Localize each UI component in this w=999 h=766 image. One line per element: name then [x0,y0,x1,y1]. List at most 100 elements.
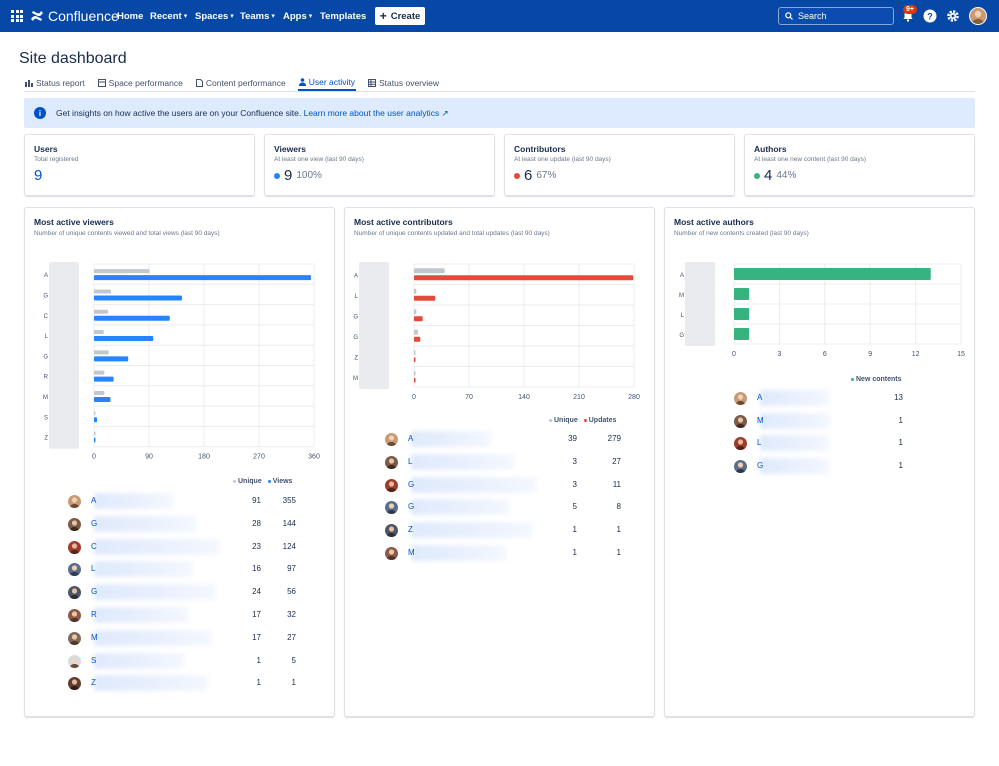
user-row[interactable]: G 24 56 [68,584,308,601]
confluence-logo[interactable]: Confluence [30,8,119,24]
profile-avatar[interactable] [969,7,987,25]
bar-chart: 0 3 6 9 12 15 A M L G [679,262,965,358]
y-tick-label: M [353,376,358,382]
user-row[interactable]: L 16 97 [68,561,308,578]
user-avatar [68,586,81,600]
x-tick-label: 0 [732,351,736,358]
count-secondary: 144 [282,518,296,528]
user-name-initial[interactable]: C [91,541,97,551]
user-row[interactable]: G 5 8 [385,499,625,516]
count-primary: 1 [898,415,903,425]
y-tick-label: Z [354,355,358,361]
tab-label: Space performance [108,77,183,88]
create-button[interactable]: + Create [375,7,425,25]
user-name-initial[interactable]: G [757,460,764,470]
user-name-initial[interactable]: M [757,415,764,425]
bar-views [94,275,311,281]
legend-dot [267,480,271,483]
y-tick-label: L [45,334,49,340]
user-name-initial[interactable]: S [91,655,97,665]
legend-label: Updates [588,417,617,424]
user-name-initial[interactable]: G [408,479,415,489]
gear-icon[interactable] [946,9,960,23]
user-name-initial[interactable]: G [91,518,98,528]
user-name-initial[interactable]: A [408,434,414,443]
user-name-initial[interactable]: G [91,587,98,597]
user-name-initial[interactable]: L [757,438,762,448]
user-row[interactable]: M 17 27 [68,629,308,646]
nav-recent[interactable]: Recent ▾ [150,0,187,32]
user-row[interactable]: G 3 11 [385,476,625,493]
user-row[interactable]: L 3 27 [385,453,625,470]
stat-card-viewers: Viewers At least one view (last 90 days)… [264,134,495,196]
most-active-viewers-panel: Most active viewers Number of unique con… [24,207,335,717]
x-tick-label: 180 [198,454,210,461]
nav-apps[interactable]: Apps ▾ [283,0,312,32]
bar-views [94,315,170,321]
user-name-initial[interactable]: R [91,610,97,619]
user-name-initial[interactable]: L [91,564,96,574]
user-row[interactable]: Z 1 1 [68,675,308,692]
bar-views [94,295,182,301]
y-tick-label: G [43,354,48,360]
user-row[interactable]: A 13 [734,390,974,406]
x-tick-label: 12 [912,351,920,358]
user-avatar [68,609,81,622]
nav-templates[interactable]: Templates [320,0,366,32]
user-avatar [734,414,747,428]
user-name-initial[interactable]: A [757,393,763,402]
redacted-user-name [94,538,220,555]
help-icon[interactable]: ? [923,9,937,23]
user-name-initial[interactable]: G [408,502,415,512]
legend-item: Unique [549,417,578,424]
app-switcher-icon[interactable] [11,10,23,22]
y-tick-label: C [44,314,49,320]
nav-spaces[interactable]: Spaces ▾ [195,0,234,32]
user-row[interactable]: A 91 355 [68,493,308,509]
stat-title: Authors [754,144,787,154]
user-name-initial[interactable]: A [91,496,97,505]
user-row[interactable]: G 28 144 [68,515,308,532]
count-primary: 3 [572,456,577,466]
redacted-user-name [760,412,830,429]
create-label: Create [390,10,421,22]
user-row[interactable]: S 1 5 [68,652,308,669]
bar-chart: 0 90 180 270 360 A G C L G R M S Z [43,262,320,461]
search-input[interactable]: Search [778,7,894,25]
nav-home[interactable]: Home [117,0,143,32]
count-primary: 13 [894,393,903,402]
user-row[interactable]: M 1 1 [385,545,625,561]
x-tick-label: 210 [573,394,585,401]
stat-card-contributors: Contributors At least one update (last 9… [504,134,735,196]
tab-status-overview[interactable]: Status overview [367,74,440,91]
tab-label: User activity [308,76,356,87]
learn-more-link[interactable]: Learn more about the user analytics ↗ [303,107,449,118]
user-name-initial[interactable]: M [91,632,98,642]
tab-status-report[interactable]: Status report [24,74,86,91]
chart-legend: Unique Updates [549,417,616,424]
tab-content-performance[interactable]: Content performance [195,74,287,91]
x-tick-label: 280 [628,394,640,401]
user-row[interactable]: C 23 124 [68,538,308,555]
tab-user-activity[interactable]: User activity [297,74,357,91]
user-name-initial[interactable]: M [408,548,415,557]
stat-percent: 100% [296,170,322,181]
nav-teams[interactable]: Teams ▾ [240,0,275,32]
user-row[interactable]: A 39 279 [385,431,625,447]
legend-label: New contents [856,376,902,383]
tab-space-performance[interactable]: Space performance [97,74,184,91]
user-row[interactable]: R 17 32 [68,607,308,623]
user-name-initial[interactable]: Z [91,678,96,688]
count-primary: 1 [572,548,577,557]
user-row[interactable]: Z 1 1 [385,522,625,539]
stat-value: 6 [524,167,533,184]
user-name-initial[interactable]: L [408,456,413,466]
bar-views [94,356,129,362]
user-name-initial[interactable]: Z [408,525,413,535]
x-tick-label: 15 [957,351,965,358]
panel-subtitle: Number of new contents created (last 90 … [674,230,809,237]
count-secondary: 8 [616,502,621,512]
